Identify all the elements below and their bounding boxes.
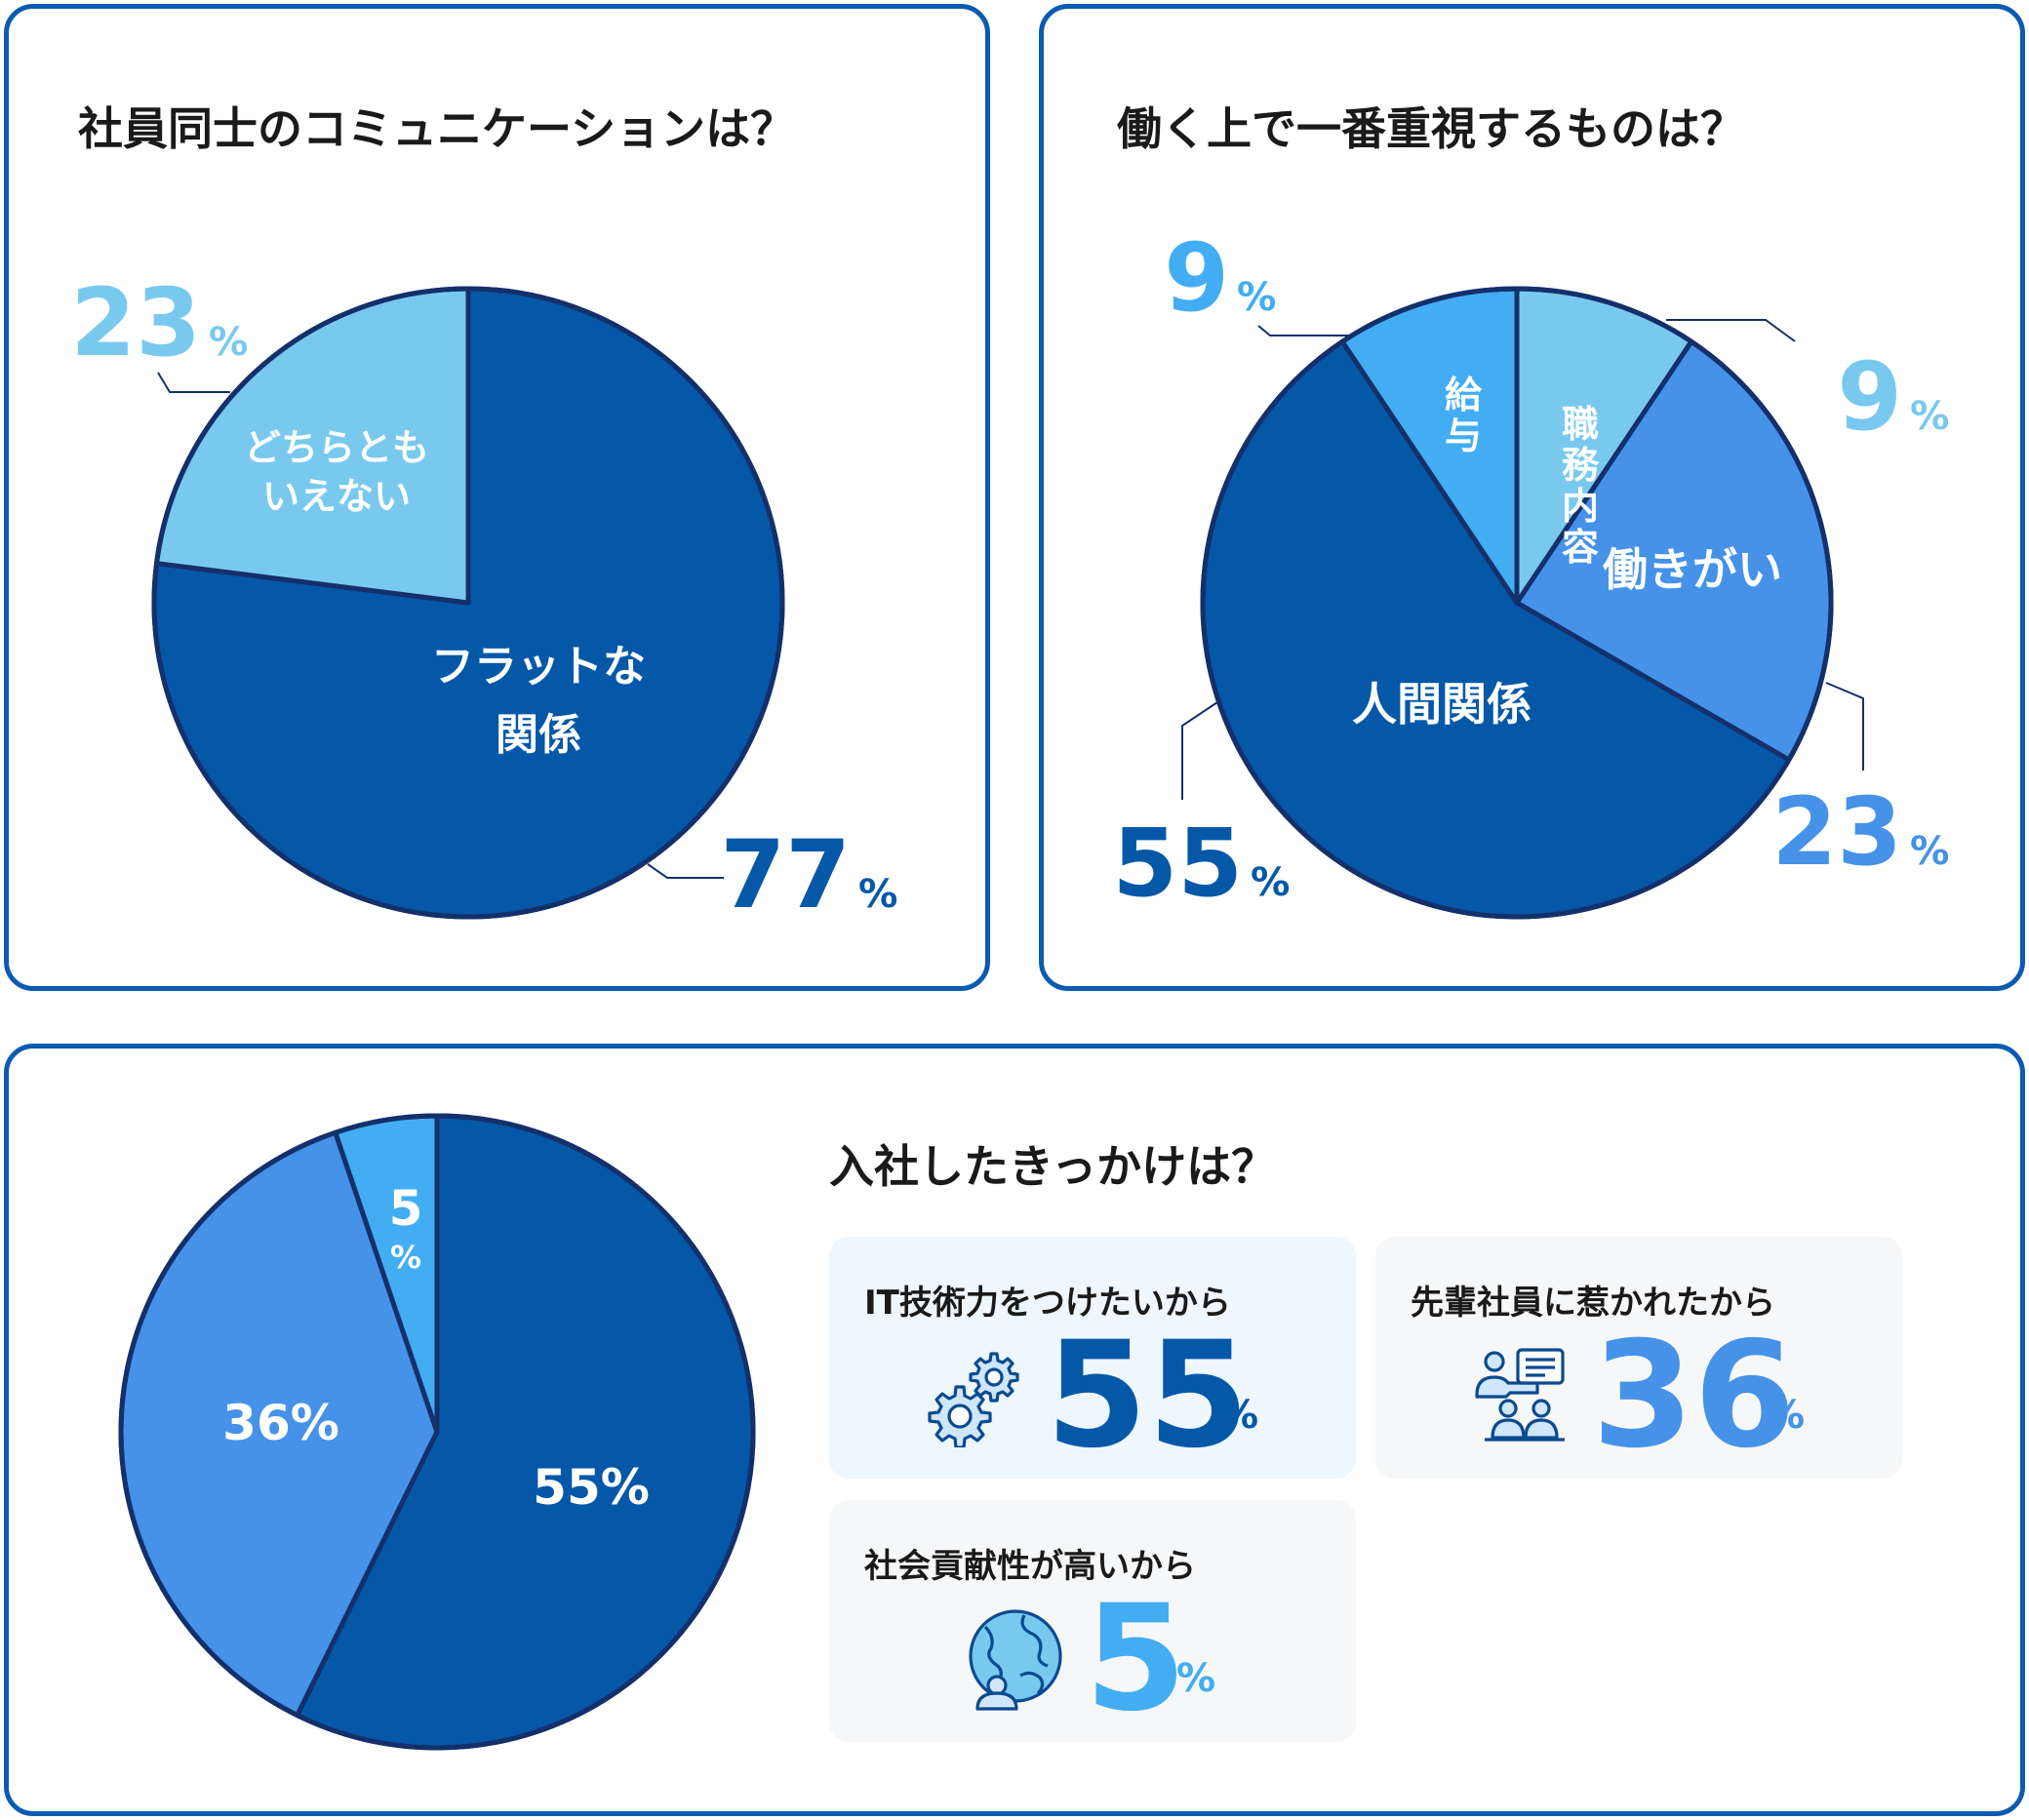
reason-card-label: IT技術力をつけたいから [864, 1284, 1231, 1323]
reason-card-value: 36 [1592, 1311, 1796, 1481]
data-label-salary-unit: % [1237, 274, 1276, 320]
data-label-it: 55% [533, 1459, 650, 1516]
reason-card-it-skills: IT技術力をつけたいから 55 % [829, 1237, 1356, 1479]
leader-fulfillment [1825, 682, 1864, 771]
reason-card-unit: % [1219, 1393, 1259, 1438]
gears-icon [923, 1344, 1026, 1451]
data-label-duties-unit: % [1910, 393, 1949, 439]
slice-label-flat-2: 関係 [496, 710, 581, 760]
slice-label-duties-2: 務 [1562, 444, 1600, 487]
slice-label-flat: フラットな [431, 642, 646, 692]
pie-outline [118, 1113, 756, 1751]
people-icon [1471, 1344, 1574, 1451]
panel3-title: 入社したきっかけは？ [829, 1140, 1277, 1193]
data-label-flat-unit: % [858, 871, 897, 917]
data-label-seniors: 36% [222, 1395, 339, 1451]
data-label-fulfillment: 23 [1771, 777, 1902, 887]
slice-label-duties-1: 職 [1562, 403, 1599, 446]
slice-label-duties-4: 容 [1562, 526, 1599, 569]
slice-label-neither-2: いえない [262, 475, 411, 518]
slice-label-relations: 人間関係 [1352, 678, 1532, 731]
leader-flat [647, 863, 724, 879]
pie-outline [151, 286, 785, 920]
reason-card-unit: % [1766, 1393, 1806, 1438]
reason-card-value: 55 [1046, 1311, 1250, 1481]
leader-neither [157, 372, 230, 393]
slice-label-fulfillment: 働きがい [1603, 543, 1782, 596]
data-label-social: 5 [389, 1180, 423, 1237]
data-label-relations: 55 [1112, 809, 1243, 918]
pie-chart-priority [1200, 286, 1834, 920]
data-label-neither: 23 [70, 268, 201, 377]
data-label-salary: 9 [1164, 223, 1229, 333]
reason-card-seniors: 先輩社員に惹かれたから 36 % [1375, 1237, 1902, 1479]
panel2-title: 働く上で一番重視するものは？ [1117, 102, 1745, 155]
reason-card-value: 5 [1085, 1574, 1187, 1744]
slice-label-salary-2: 与 [1445, 415, 1482, 457]
data-label-neither-unit: % [209, 319, 248, 365]
data-label-social-unit: % [390, 1239, 421, 1276]
reason-card-label: 社会貢献性が高いから [864, 1547, 1196, 1586]
data-label-duties: 9 [1837, 342, 1902, 452]
reason-card-unit: % [1176, 1656, 1216, 1701]
slice-label-duties-3: 内 [1562, 485, 1599, 528]
leader-relations [1181, 701, 1218, 800]
leader-duties [1666, 319, 1796, 342]
data-label-fulfillment-unit: % [1910, 828, 1949, 874]
globe-icon [964, 1607, 1067, 1715]
data-label-flat: 77 [720, 820, 851, 930]
reason-card-social: 社会貢献性が高いから 5 % [829, 1500, 1356, 1742]
leader-salary [1257, 325, 1356, 336]
reason-card-label: 先輩社員に惹かれたから [1411, 1284, 1775, 1323]
pie-chart-communication [151, 286, 785, 920]
slice-label-neither: どちらとも [244, 426, 429, 469]
slice-label-salary-1: 給 [1445, 374, 1483, 416]
pie-chart-motivation [118, 1113, 756, 1751]
data-label-relations-unit: % [1251, 859, 1290, 905]
panel1-title: 社員同士のコミュニケーションは？ [78, 102, 796, 155]
pie-outline [1200, 286, 1834, 920]
